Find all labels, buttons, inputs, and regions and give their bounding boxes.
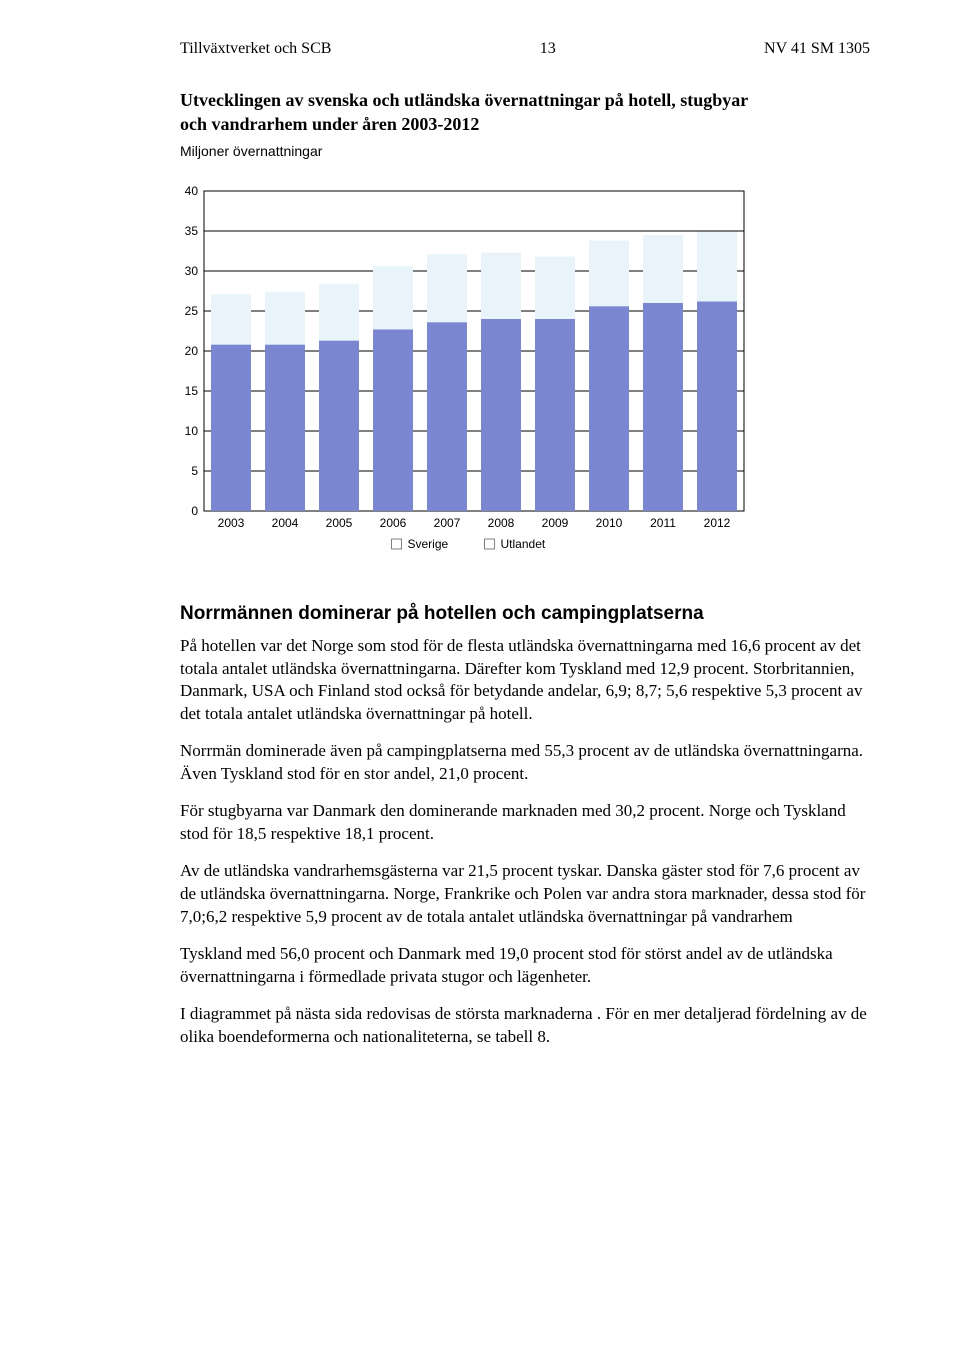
legend-swatch (392, 539, 402, 549)
x-tick-label: 2010 (596, 516, 623, 530)
bar-utlandet (319, 283, 359, 340)
head-left: Tillväxtverket och SCB (180, 40, 331, 58)
bar-sverige (373, 329, 413, 511)
y-tick-label: 35 (185, 224, 199, 238)
bar-utlandet (535, 256, 575, 318)
y-tick-label: 0 (191, 504, 198, 518)
paragraph: På hotellen var det Norge som stod för d… (180, 635, 870, 727)
figure-subcaption: Miljoner övernattningar (180, 143, 870, 159)
page: Tillväxtverket och SCB 13 NV 41 SM 1305 … (0, 0, 960, 1103)
legend-label: Utlandet (501, 537, 546, 551)
body-text: På hotellen var det Norge som stod för d… (180, 635, 870, 1049)
bar-utlandet (211, 294, 251, 344)
y-tick-label: 15 (185, 384, 199, 398)
head-right: NV 41 SM 1305 (764, 40, 870, 58)
section-heading: Norrmännen dominerar på hotellen och cam… (180, 603, 870, 625)
bar-utlandet (427, 254, 467, 322)
y-tick-label: 10 (185, 424, 199, 438)
bar-utlandet (265, 291, 305, 344)
legend-label: Sverige (408, 537, 449, 551)
bar-sverige (319, 340, 359, 510)
x-tick-label: 2011 (650, 516, 676, 530)
bar-sverige (427, 322, 467, 511)
bar-sverige (481, 319, 521, 511)
x-tick-label: 2009 (542, 516, 569, 530)
head-center: 13 (540, 40, 556, 58)
y-tick-label: 5 (191, 464, 198, 478)
y-tick-label: 25 (185, 304, 199, 318)
bar-sverige (265, 344, 305, 510)
x-tick-label: 2003 (218, 516, 245, 530)
bar-utlandet (643, 235, 683, 303)
running-head: Tillväxtverket och SCB 13 NV 41 SM 1305 (180, 40, 870, 58)
paragraph: I diagrammet på nästa sida redovisas de … (180, 1003, 870, 1049)
x-tick-label: 2004 (272, 516, 299, 530)
y-tick-label: 30 (185, 264, 199, 278)
bar-sverige (211, 344, 251, 510)
bar-utlandet (481, 252, 521, 318)
figure-title-line1: Utvecklingen av svenska och utländska öv… (180, 88, 870, 112)
x-tick-label: 2008 (488, 516, 515, 530)
bar-utlandet (373, 266, 413, 329)
x-tick-label: 2007 (434, 516, 461, 530)
y-tick-label: 40 (185, 184, 199, 198)
bar-sverige (697, 301, 737, 511)
figure-title-line2: och vandrarhem under åren 2003-2012 (180, 112, 870, 136)
x-tick-label: 2005 (326, 516, 353, 530)
bar-sverige (589, 306, 629, 511)
paragraph: Norrmän dominerade även på campingplatse… (180, 740, 870, 786)
bar-utlandet (589, 240, 629, 306)
bar-utlandet (697, 231, 737, 301)
paragraph: Tyskland med 56,0 procent och Danmark me… (180, 943, 870, 989)
legend-swatch (485, 539, 495, 549)
figure-title: Utvecklingen av svenska och utländska öv… (180, 88, 870, 137)
bar-sverige (643, 303, 683, 511)
bar-sverige (535, 319, 575, 511)
paragraph: För stugbyarna var Danmark den domineran… (180, 800, 870, 846)
stacked-bar-chart: 0 5 10 15 20 25 30 35 40 2003 2004 2005 2006 2007 2008… (170, 183, 870, 567)
paragraph: Av de utländska vandrarhemsgästerna var … (180, 860, 870, 929)
x-tick-label: 2006 (380, 516, 407, 530)
y-tick-label: 20 (185, 344, 199, 358)
x-tick-label: 2012 (704, 516, 731, 530)
